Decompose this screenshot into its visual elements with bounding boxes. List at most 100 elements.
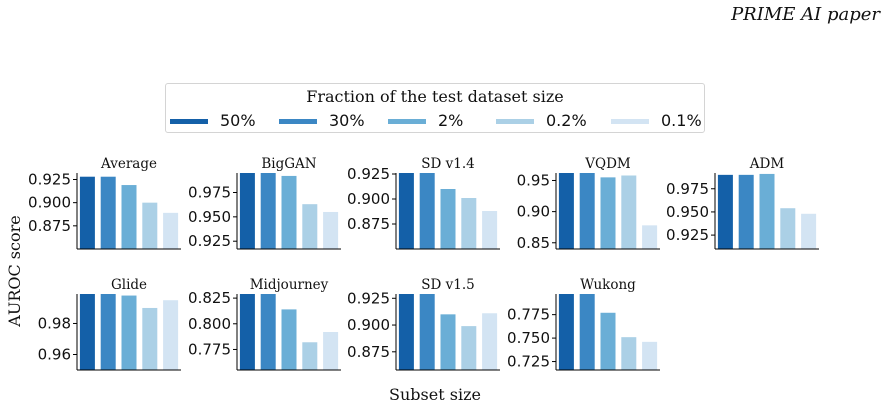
bar-50%: [558, 294, 574, 370]
legend-swatch: [496, 119, 534, 124]
bar-2%: [281, 175, 297, 249]
panel-title: BigGAN: [261, 156, 316, 172]
panel-title: Wukong: [580, 277, 636, 293]
panel-title: SD v1.5: [421, 277, 474, 293]
legend-label: 50%: [220, 111, 256, 130]
bar-50%: [79, 294, 95, 370]
panel-title: Midjourney: [250, 277, 329, 293]
panel-biggan: BigGAN 0.925 0.950 0.975: [188, 156, 341, 250]
panel-wukong: Wukong 0.725 0.750 0.775: [507, 277, 660, 371]
panel-title: Average: [100, 156, 157, 172]
y-tick-label: 0.90: [517, 203, 550, 221]
bar-50%: [398, 173, 414, 249]
bar-0.1%: [642, 341, 658, 370]
panel-vqdm: VQDM 0.85 0.90 0.95: [517, 156, 660, 252]
y-tick-label: 0.750: [507, 329, 550, 347]
y-tick-label: 0.825: [188, 289, 231, 307]
bar-0.2%: [461, 198, 477, 249]
panel-title: Glide: [111, 277, 147, 293]
bar-0.2%: [302, 204, 318, 249]
bar-0.1%: [323, 211, 339, 249]
bar-50%: [717, 174, 733, 249]
bar-2%: [121, 185, 137, 249]
legend-title: Fraction of the test dataset size: [306, 87, 564, 106]
bar-0.2%: [302, 342, 318, 370]
legend-label: 0.2%: [546, 111, 587, 130]
legend-label: 30%: [329, 111, 365, 130]
y-tick-label: 0.800: [188, 315, 231, 333]
y-axis-label: AUROC score: [5, 215, 24, 327]
bar-30%: [579, 173, 595, 249]
watermark-text: PRIME AI paper: [731, 4, 880, 25]
y-tick-label: 0.950: [666, 203, 709, 221]
panel-title: VQDM: [584, 156, 631, 172]
x-axis-label: Subset size: [389, 385, 481, 404]
panel-adm: ADM 0.925 0.950 0.975: [666, 156, 819, 250]
panel-title: ADM: [749, 156, 785, 172]
bar-30%: [100, 176, 116, 249]
y-tick-label: 0.85: [517, 234, 550, 252]
y-tick-label: 0.96: [38, 345, 71, 363]
bar-30%: [419, 294, 435, 370]
bar-50%: [239, 173, 255, 249]
bar-0.2%: [142, 307, 158, 370]
y-tick-label: 0.875: [28, 217, 71, 235]
legend-swatch: [388, 119, 426, 124]
bar-0.1%: [642, 225, 658, 249]
legend-swatch: [279, 119, 317, 124]
y-tick-label: 0.975: [188, 183, 231, 201]
y-tick-label: 0.925: [347, 289, 390, 307]
bar-0.1%: [482, 313, 498, 370]
y-tick-label: 0.875: [347, 343, 390, 361]
bar-2%: [600, 177, 616, 249]
y-tick-label: 0.925: [666, 226, 709, 244]
y-tick-label: 0.900: [347, 190, 390, 208]
bar-30%: [260, 173, 276, 249]
y-tick-label: 0.950: [188, 208, 231, 226]
panel-midjourney: Midjourney 0.775 0.800 0.825: [188, 277, 341, 371]
y-tick-label: 0.925: [28, 170, 71, 188]
bar-0.2%: [142, 202, 158, 249]
panel-title: SD v1.4: [421, 156, 474, 172]
panel-average: Average 0.875 0.900 0.925: [28, 156, 181, 250]
y-tick-label: 0.900: [28, 194, 71, 212]
bar-50%: [79, 176, 95, 249]
y-tick-label: 0.775: [507, 306, 550, 324]
bar-50%: [398, 294, 414, 370]
bar-50%: [558, 173, 574, 249]
bar-30%: [738, 174, 754, 249]
y-tick-label: 0.775: [188, 340, 231, 358]
bar-30%: [579, 294, 595, 370]
bar-30%: [260, 294, 276, 370]
y-tick-label: 0.925: [347, 165, 390, 183]
bar-2%: [121, 295, 137, 370]
bar-0.1%: [163, 212, 179, 249]
bar-0.2%: [621, 337, 637, 370]
y-tick-label: 0.875: [347, 215, 390, 233]
bar-30%: [100, 294, 116, 370]
bar-2%: [281, 309, 297, 370]
bar-0.1%: [323, 332, 339, 370]
bar-30%: [419, 173, 435, 249]
bar-2%: [440, 189, 456, 249]
bar-2%: [440, 314, 456, 370]
bar-0.1%: [163, 300, 179, 370]
y-tick-label: 0.900: [347, 316, 390, 334]
y-tick-label: 0.98: [38, 314, 71, 332]
legend: Fraction of the test dataset size 50% 30…: [165, 83, 705, 133]
bar-0.2%: [621, 175, 637, 249]
panel-sd-v1-5: SD v1.5 0.875 0.900 0.925: [347, 277, 500, 371]
bar-2%: [600, 312, 616, 370]
bar-0.1%: [801, 213, 817, 249]
bar-50%: [239, 294, 255, 370]
legend-swatch: [611, 119, 649, 124]
bar-0.2%: [461, 326, 477, 370]
y-tick-label: 0.925: [188, 232, 231, 250]
bar-0.2%: [780, 208, 796, 249]
y-tick-label: 0.95: [517, 171, 550, 189]
bar-2%: [759, 173, 775, 249]
bar-0.1%: [482, 211, 498, 249]
legend-label: 0.1%: [661, 111, 702, 130]
y-tick-label: 0.725: [507, 353, 550, 371]
